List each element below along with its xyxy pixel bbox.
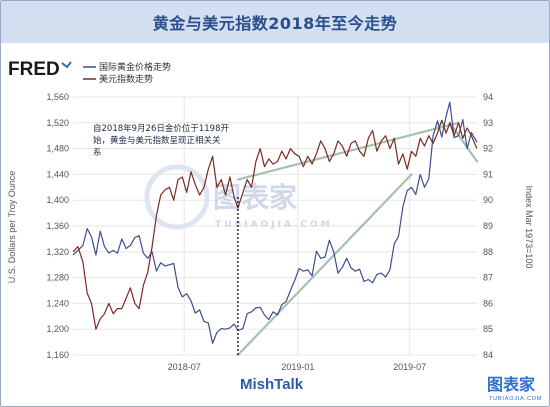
dollar-index-line [72,119,478,330]
left-tick-label: 1,320 [46,247,69,257]
footer-brand: 图表家 TUBIAOJIA.COM [487,375,542,402]
svg-text:FRED: FRED [8,59,60,80]
footer-brand-text: 图表家 [487,375,536,394]
right-axis-title: Index Mar 1973=100 [524,186,534,269]
right-tick-label: 90 [483,195,493,205]
trend-line [236,173,413,357]
right-tick-label: 84 [483,350,493,360]
gridlines [73,96,477,356]
right-tick-label: 87 [483,273,493,283]
right-tick-label: 92 [483,144,493,154]
fred-logo-swoosh-icon [61,61,72,69]
right-tick-label: 86 [483,298,493,308]
left-axis-ticks: 1,160 1,200 1,240 1,280 1,320 1,360 1,400 1,440… [46,92,69,360]
x-tick-label: 2018-07 [168,362,201,372]
left-tick-label: 1,400 [46,195,69,205]
footer-brand-sub: TUBIAOJIA.COM [489,396,542,402]
source-label: MishTalk [240,376,304,393]
fred-logo: FRED [8,59,72,80]
right-tick-label: 93 [483,118,493,128]
gold-price-line [72,101,478,344]
left-tick-label: 1,560 [46,92,69,102]
watermark: 图表家 TUBIAOJIA.COM [144,164,333,230]
right-tick-label: 85 [483,324,493,334]
right-axis-ticks: 84 85 86 87 88 89 90 91 92 93 94 [483,92,493,360]
legend-label-gold: 国际黄金价格走势 [99,61,171,73]
watermark-main: 图表家 [213,181,297,214]
watermark-ring-icon [144,164,210,230]
annotation-line-2: 始，黄金与美元指数呈现正相关关 [93,135,221,146]
left-tick-label: 1,280 [46,273,69,283]
annotation-line-1: 自2018年9月26日金价位于1198开 [93,123,229,134]
left-axis-title: U.S. Dollars per Troy Ounce [7,171,17,284]
x-tick-label: 2019-01 [281,362,314,372]
title-bar: 黄金与美元指数2018年至今走势 [1,1,549,43]
annotation-line-3: 系 [93,147,102,158]
trend-line [448,121,479,163]
left-tick-label: 1,240 [46,298,69,308]
right-tick-label: 89 [483,221,493,231]
right-tick-label: 94 [483,92,493,102]
chart-title: 黄金与美元指数2018年至今走势 [152,14,398,33]
legend: 国际黄金价格走势 美元指数走势 [83,61,171,85]
series-lines [72,101,478,344]
left-tick-label: 1,480 [46,144,69,154]
left-tick-label: 1,360 [46,221,69,231]
legend-label-dollar: 美元指数走势 [99,73,153,85]
left-tick-label: 1,160 [46,350,69,360]
left-tick-label: 1,440 [46,169,69,179]
x-axis-ticks: 2018-07 2019-01 2019-07 [168,362,427,372]
left-tick-label: 1,520 [46,118,69,128]
x-tick-label: 2019-07 [393,362,426,372]
annotation: 自2018年9月26日金价位于1198开 始，黄金与美元指数呈现正相关关 系 [93,123,229,158]
watermark-sub: TUBIAOJIA.COM [215,220,333,230]
left-tick-label: 1,200 [46,324,69,334]
right-tick-label: 88 [483,247,493,257]
right-tick-label: 91 [483,169,493,179]
